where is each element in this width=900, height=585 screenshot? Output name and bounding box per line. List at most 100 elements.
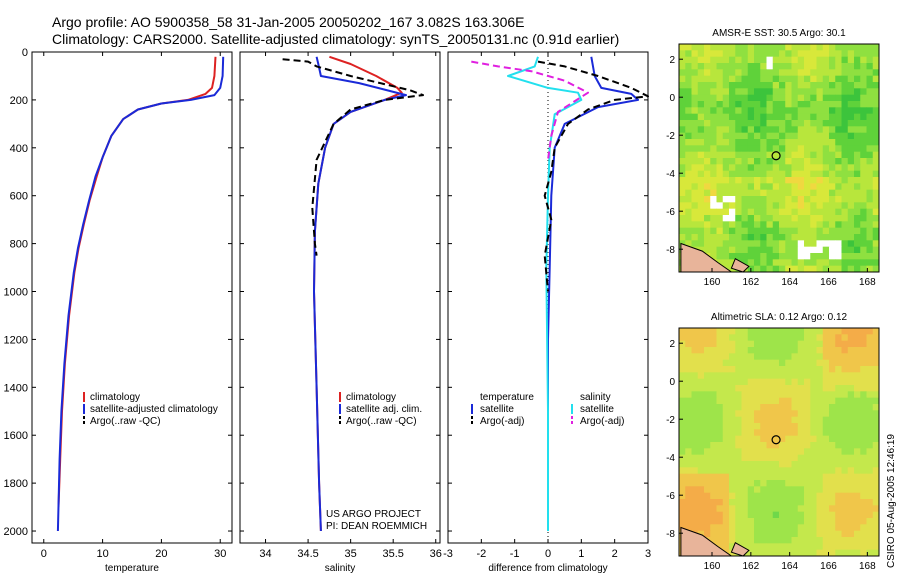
sst_map-cell <box>779 215 786 222</box>
sla_map-cell <box>797 391 805 399</box>
sst_map-land-island <box>680 242 733 273</box>
sst_map-cell <box>704 196 711 203</box>
sla_map-cell <box>791 385 799 392</box>
sla_map-cell <box>691 524 699 532</box>
sla_map-cell <box>816 359 824 367</box>
sst_map-cell <box>860 88 867 96</box>
sst_map-cell <box>741 246 749 254</box>
sst_map-cell <box>760 44 767 51</box>
sla_map-cell <box>760 353 767 361</box>
sla_map-cell <box>860 435 867 443</box>
sla_map-cell <box>704 511 711 519</box>
sst_map-cell <box>841 234 849 241</box>
sla_map-cell <box>847 404 855 411</box>
sst_map-cell <box>722 132 730 140</box>
salinity-xtick-label: 34 <box>259 548 271 560</box>
sst_map-cell <box>829 196 836 203</box>
sst_map-cell <box>810 234 817 241</box>
sst_map-cell <box>729 183 736 191</box>
sla_map-cell <box>785 385 792 392</box>
sst_map-cell <box>854 240 861 248</box>
sst_map-cell <box>835 145 842 153</box>
sst_map-cell <box>760 202 767 210</box>
sla_map-cell <box>872 359 880 367</box>
sst_map-cell <box>710 88 717 96</box>
sst_map-cell <box>710 63 717 70</box>
sst_map-cell <box>847 44 855 51</box>
sst_map-cell <box>822 158 830 165</box>
sla_map-cell <box>866 347 874 354</box>
sla_map-cell <box>716 410 724 418</box>
sst_map-cell <box>810 56 817 64</box>
sst_map-cell <box>697 240 705 248</box>
sst_map-cell <box>797 75 805 83</box>
sst_map-cell <box>816 183 824 191</box>
sst_map-cell <box>785 63 792 70</box>
sla_map-cell <box>835 404 842 411</box>
sla_map-cell <box>785 435 792 443</box>
sla_map-cell <box>729 492 736 500</box>
sst_map-cell <box>797 56 805 64</box>
sla_map-cell <box>804 499 811 506</box>
sst_map-cell <box>710 234 717 241</box>
sla_map-cell <box>697 435 705 443</box>
sla_map-cell <box>741 404 749 411</box>
sla_map-cell <box>854 524 861 532</box>
sst_map-cell <box>835 158 842 165</box>
sla_map-cell <box>729 473 736 481</box>
sst_map-cell <box>797 164 805 172</box>
sla_map-cell <box>704 435 711 443</box>
sst_map-cell <box>685 164 692 172</box>
sla_map-cell <box>766 448 774 456</box>
sla_map-cell <box>810 511 817 519</box>
sla_map-cell <box>810 328 817 335</box>
sla_map-cell <box>841 340 849 348</box>
sst_map-cell <box>754 246 761 254</box>
sla_map-cell <box>829 353 836 361</box>
sla_map-cell <box>704 505 711 513</box>
sst_map-cell <box>735 101 742 108</box>
sla_map-cell <box>854 429 861 437</box>
sla_map-cell <box>797 366 805 373</box>
sst_map-cell <box>841 50 849 58</box>
sst_map-cell <box>772 139 780 146</box>
sst_map-cell <box>754 183 761 191</box>
sla_map-cell <box>760 524 767 532</box>
sla_map-cell <box>779 524 786 532</box>
sst_map-cell <box>872 94 880 102</box>
sla_map-cell <box>791 372 799 380</box>
sla_map-cell <box>697 397 705 405</box>
sla_map-cell <box>766 410 774 418</box>
sst_map-cell <box>860 126 867 134</box>
sst_map-cell <box>741 94 749 102</box>
sst_map-cell <box>772 170 780 178</box>
sst_map-cell <box>772 101 780 108</box>
sst_map-cell <box>735 158 742 165</box>
sla_map-cell <box>754 416 761 424</box>
sst_map-cell <box>685 234 692 241</box>
sla_map-cell <box>822 505 830 513</box>
sla_map-cell <box>779 435 786 443</box>
sla_map-cell <box>866 473 874 481</box>
sst_map-cell <box>854 139 861 146</box>
sst_map-cell <box>822 246 830 254</box>
sst_map-cell <box>741 44 749 51</box>
sla_map-cell <box>691 423 699 430</box>
temperature-series-satellite <box>56 56 225 532</box>
sla_map-cell <box>872 397 880 405</box>
sst_map-cell <box>860 234 867 241</box>
sla_map-cell <box>754 467 761 475</box>
sst_map-cell <box>797 69 805 77</box>
sst_map-cell <box>704 202 711 210</box>
sla_map-cell <box>722 416 730 424</box>
sst_map-cell <box>816 158 824 165</box>
sst_map-cell <box>804 183 811 191</box>
sst_map-cell <box>847 101 855 108</box>
sla_map-cell <box>860 454 867 462</box>
sla_map-cell <box>772 448 780 456</box>
sla_map-cell <box>710 473 717 481</box>
sla_map-cell <box>741 511 749 519</box>
sla_map-cell <box>810 397 817 405</box>
sla_map-cell <box>835 328 842 335</box>
sst_map-cell <box>860 139 867 146</box>
